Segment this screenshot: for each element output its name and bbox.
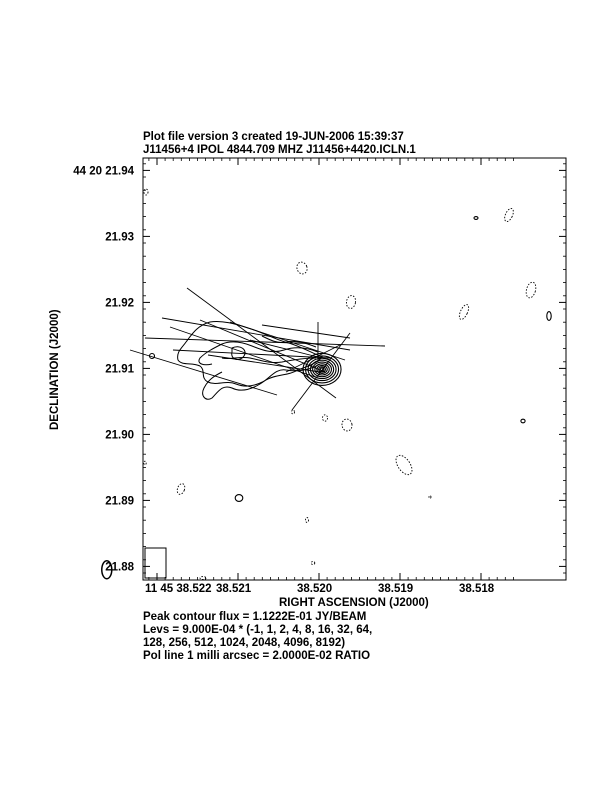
pol-vector xyxy=(207,354,321,373)
y-tick-label: 44 20 21.94 xyxy=(73,165,134,177)
y-tick-label: 21.88 xyxy=(105,561,134,573)
pol-vector xyxy=(169,326,319,379)
x-tick-label: 38.520 xyxy=(297,583,332,595)
jet-contour xyxy=(202,363,321,400)
plot-border xyxy=(142,157,567,581)
negative-contour xyxy=(296,261,308,275)
axis-ticks xyxy=(143,158,566,580)
pol-vector xyxy=(229,321,346,361)
y-axis-label: DECLINATION (J2000) xyxy=(49,309,61,430)
jet-contour xyxy=(231,346,246,360)
pol-vector xyxy=(144,337,386,347)
x-axis-label: RIGHT ASCENSION (J2000) xyxy=(279,597,429,609)
y-tick-label: 21.91 xyxy=(105,363,134,375)
positive-contour xyxy=(546,311,552,321)
levels-text-1: Levs = 9.000E-04 * (-1, 1, 2, 4, 8, 16, … xyxy=(143,624,373,636)
negative-contour xyxy=(504,208,514,222)
negative-contour xyxy=(199,576,207,580)
pol-vector xyxy=(285,344,341,373)
negative-contour xyxy=(291,409,295,415)
beam-ellipse xyxy=(101,559,113,580)
pol-vector xyxy=(161,317,351,351)
jet-contour xyxy=(261,335,317,348)
negative-contour xyxy=(341,418,353,432)
jet-contour xyxy=(221,356,317,363)
positive-contour xyxy=(473,216,479,220)
x-tick-label: 38.518 xyxy=(459,583,495,595)
y-tick-label: 21.93 xyxy=(105,231,134,243)
negative-contour xyxy=(428,495,432,499)
x-tick-label: 38.519 xyxy=(378,583,413,595)
levels-text-2: 128, 256, 512, 1024, 2048, 4096, 8192) xyxy=(143,637,346,649)
positive-contour xyxy=(520,418,526,424)
core-contour xyxy=(309,359,335,380)
pol-vector xyxy=(261,324,351,339)
y-tick-label: 21.89 xyxy=(105,495,134,507)
core-contour xyxy=(312,361,332,378)
negative-contour xyxy=(345,295,357,309)
positive-contour xyxy=(234,494,244,502)
beam-marker xyxy=(101,547,167,580)
core-contour xyxy=(316,364,328,374)
negative-contour xyxy=(310,560,316,566)
negative-contour xyxy=(143,188,149,196)
negative-contour xyxy=(322,414,328,422)
y-tick-label: 21.90 xyxy=(105,429,134,441)
x-tick-label: 11 45 38.522 xyxy=(145,583,212,595)
plot-header-line2: J11456+4 IPOL 4844.709 MHZ J11456+4420.I… xyxy=(143,144,416,156)
negative-contour xyxy=(176,483,186,495)
tick-labels: 44 20 21.94 21.93 21.92 21.91 21.90 21.89 21.8… xyxy=(73,165,495,595)
pol-vector xyxy=(291,332,351,411)
negative-contour xyxy=(305,517,309,523)
negative-contour xyxy=(143,460,147,466)
x-tick-label: 38.521 xyxy=(216,583,252,595)
plot-header-line1: Plot file version 3 created 19-JUN-2006 … xyxy=(143,131,404,143)
beam-box xyxy=(144,547,167,579)
y-tick-label: 21.92 xyxy=(105,297,134,309)
core-contour xyxy=(314,363,330,376)
peak-flux-text: Peak contour flux = 1.1222E-01 JY/BEAM xyxy=(143,611,367,623)
pol-vector xyxy=(172,349,331,359)
polarization-vectors xyxy=(129,287,386,411)
negative-contour xyxy=(525,281,537,299)
pol-scale-text: Pol line 1 milli arcsec = 2.0000E-02 RAT… xyxy=(143,650,371,662)
contours xyxy=(143,188,552,580)
pol-vector xyxy=(129,349,278,396)
plot-frame xyxy=(142,157,567,581)
negative-contour xyxy=(458,304,470,320)
negative-contour xyxy=(395,454,413,476)
